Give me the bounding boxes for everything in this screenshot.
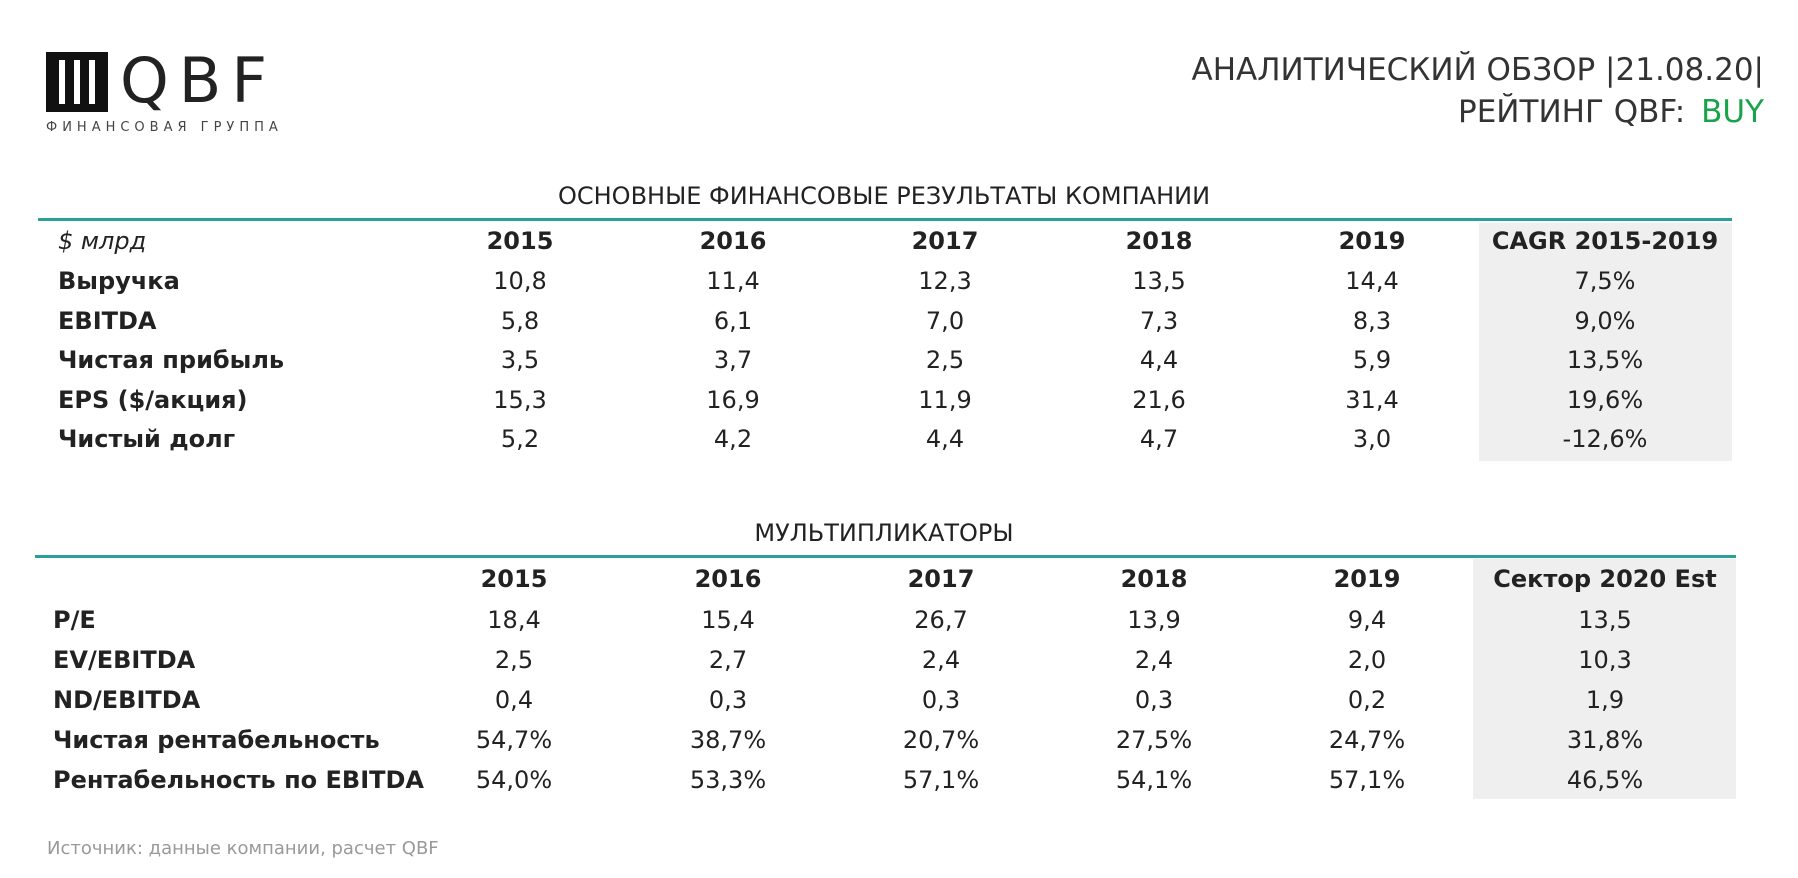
rating-line: РЕЙТИНГ QBF: BUY <box>1458 94 1764 130</box>
row-label: EV/EBITDA <box>53 646 196 674</box>
table-cell: 24,7% <box>1328 726 1406 754</box>
table-cell: 18,4 <box>487 606 541 634</box>
table-cell: 14,4 <box>1345 267 1399 295</box>
table-cell: 11,4 <box>706 267 760 295</box>
table-cell: 6,1 <box>713 306 753 335</box>
logo-tagline: ФИНАНСОВАЯ ГРУППА <box>46 120 283 135</box>
table-cell: 27,5% <box>1115 726 1193 754</box>
table-cell: 3,7 <box>713 346 753 374</box>
table-cell: 31,4 <box>1345 385 1399 414</box>
source: Источник: данные компании, расчет QBF <box>47 838 439 859</box>
table-cell: 3,5 <box>500 346 540 374</box>
table-cell: 54,0% <box>475 766 553 794</box>
table-cell: 38,7% <box>689 726 767 754</box>
table-cell: 54,1% <box>1115 766 1193 794</box>
column-header: Сектор 2020 Est <box>1493 565 1717 593</box>
table-rule <box>38 218 1732 221</box>
column-header: 2018 <box>1120 565 1188 593</box>
table-cell: -12,6% <box>1562 425 1648 453</box>
column-header: 2015 <box>486 227 554 255</box>
column-header: 2016 <box>699 227 767 255</box>
table-cell: 13,5 <box>1132 267 1186 295</box>
row-label: Выручка <box>58 267 180 295</box>
column-header: 2016 <box>694 565 762 593</box>
column-header: 2017 <box>911 227 979 255</box>
report-title: АНАЛИТИЧЕСКИЙ ОБЗОР |21.08.20| <box>1191 52 1764 88</box>
column-header: 2019 <box>1338 227 1406 255</box>
table-title: МУЛЬТИПЛИКАТОРЫ <box>754 519 1014 547</box>
table-cell: 2,4 <box>1134 646 1174 674</box>
table-cell: 9,0% <box>1574 306 1636 335</box>
table-cell: 8,3 <box>1352 306 1392 335</box>
table-cell: 13,5 <box>1578 606 1632 634</box>
table-rule <box>35 555 1736 558</box>
table-cell: 54,7% <box>475 726 553 754</box>
table-cell: 26,7 <box>914 606 968 634</box>
table-cell: 15,3 <box>493 385 547 414</box>
logo-mark <box>46 52 108 112</box>
table-cell: 5,8 <box>500 306 540 335</box>
table-cell: 4,4 <box>1139 346 1179 374</box>
table-cell: 57,1% <box>1328 766 1406 794</box>
table-cell: 10,3 <box>1578 646 1632 674</box>
table-cell: 7,5% <box>1574 267 1636 295</box>
table-cell: 0,3 <box>921 686 961 714</box>
table-cell: 4,7 <box>1139 425 1179 453</box>
column-header: 2018 <box>1125 227 1193 255</box>
table-title: ОСНОВНЫЕ ФИНАНСОВЫЕ РЕЗУЛЬТАТЫ КОМПАНИИ <box>557 182 1211 210</box>
table-cell: 0,2 <box>1347 686 1387 714</box>
row-label: Чистая рентабельность <box>53 726 380 754</box>
table-cell: 0,3 <box>1134 686 1174 714</box>
highlight-column <box>1473 559 1736 799</box>
logo-name: QBF <box>120 44 277 117</box>
table-cell: 7,3 <box>1139 306 1179 335</box>
table-cell: 7,0 <box>925 306 965 335</box>
row-label: EBITDA <box>58 306 157 335</box>
column-header: 2015 <box>480 565 548 593</box>
highlight-column <box>1479 223 1732 461</box>
table-cell: 46,5% <box>1566 766 1644 794</box>
table-cell: 57,1% <box>902 766 980 794</box>
table-cell: 31,8% <box>1566 726 1644 754</box>
column-header: CAGR 2015-2019 <box>1491 227 1719 255</box>
table-cell: 2,7 <box>708 646 748 674</box>
table-cell: 5,2 <box>500 425 540 453</box>
table-cell: 13,5% <box>1566 346 1644 374</box>
table-cell: 20,7% <box>902 726 980 754</box>
unit-label: $ млрд <box>58 227 147 255</box>
column-header: 2019 <box>1333 565 1401 593</box>
table-cell: 3,0 <box>1352 425 1392 453</box>
table-cell: 5,9 <box>1352 346 1392 374</box>
table-cell: 10,8 <box>493 267 547 295</box>
table-cell: 9,4 <box>1347 606 1387 634</box>
table-cell: 19,6% <box>1566 385 1644 414</box>
table-cell: 0,3 <box>708 686 748 714</box>
row-label: Чистый долг <box>58 425 236 453</box>
table-cell: 4,4 <box>925 425 965 453</box>
rating: BUY <box>1701 94 1764 130</box>
table-cell: 0,4 <box>494 686 534 714</box>
table-cell: 2,4 <box>921 646 961 674</box>
table-cell: 53,3% <box>689 766 767 794</box>
row-label: Рентабельность по EBITDA <box>53 766 424 794</box>
table-cell: 1,9 <box>1585 686 1625 714</box>
row-label: Чистая прибыль <box>58 346 285 374</box>
table-cell: 2,0 <box>1347 646 1387 674</box>
rating-label: РЕЙТИНГ QBF: <box>1458 94 1686 130</box>
row-label: ND/EBITDA <box>53 686 201 714</box>
row-label: EPS ($/акция) <box>58 385 248 414</box>
table-cell: 2,5 <box>925 346 965 374</box>
row-label: P/E <box>53 606 96 634</box>
table-cell: 16,9 <box>706 385 760 414</box>
table-cell: 13,9 <box>1127 606 1181 634</box>
table-cell: 11,9 <box>918 385 972 414</box>
column-header: 2017 <box>907 565 975 593</box>
table-cell: 21,6 <box>1132 385 1186 414</box>
table-cell: 15,4 <box>701 606 755 634</box>
table-cell: 4,2 <box>713 425 753 453</box>
table-cell: 12,3 <box>918 267 972 295</box>
table-cell: 2,5 <box>494 646 534 674</box>
